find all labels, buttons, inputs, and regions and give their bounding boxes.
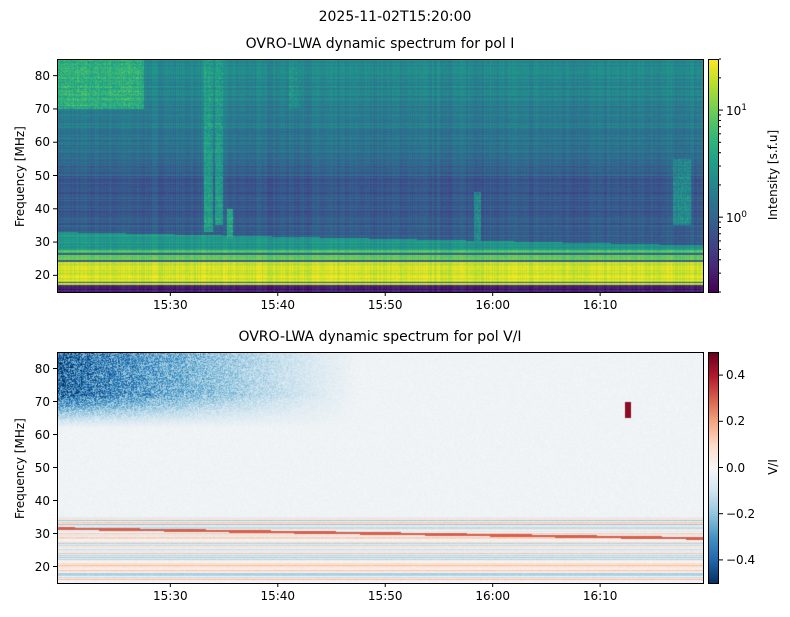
pol-vi-heatmap bbox=[57, 352, 703, 583]
figure-suptitle: 2025-11-02T15:20:00 bbox=[318, 9, 472, 25]
x-tick-label: 15:40 bbox=[260, 298, 296, 312]
x-tick-label: 15:30 bbox=[153, 298, 188, 312]
colorbar-tick-label: 100 bbox=[726, 210, 748, 226]
top-plot-title: OVRO-LWA dynamic spectrum for pol I bbox=[245, 36, 515, 52]
pol-i-colorbar bbox=[708, 59, 718, 292]
y-tick-label: 60 bbox=[34, 427, 50, 442]
pol-i-heatmap bbox=[57, 59, 703, 292]
colorbar-tick-label: 0.2 bbox=[726, 414, 746, 429]
y-tick-label: 30 bbox=[34, 526, 50, 541]
pol-vi-colorbar bbox=[708, 352, 718, 583]
x-tick-label: 15:40 bbox=[260, 589, 296, 603]
y-tick-label: 20 bbox=[34, 559, 50, 574]
y-tick-label: 40 bbox=[34, 201, 50, 216]
colorbar-tick-label: 0.4 bbox=[726, 368, 746, 383]
y-tick-label: 70 bbox=[34, 101, 50, 116]
x-tick-label: 15:30 bbox=[153, 589, 188, 603]
x-tick-label: 15:50 bbox=[367, 298, 403, 312]
y-tick-label: 40 bbox=[34, 493, 50, 508]
colorbar-tick-label: 0.0 bbox=[726, 460, 746, 475]
x-tick-label: 16:10 bbox=[582, 298, 618, 312]
colorbar-tick-label: −0.2 bbox=[726, 506, 756, 521]
x-tick-label: 16:00 bbox=[475, 298, 510, 312]
y-tick-label: 80 bbox=[34, 68, 50, 83]
y-tick-label: 50 bbox=[34, 168, 50, 183]
y-tick-label: 70 bbox=[34, 394, 50, 409]
y-tick-label: 30 bbox=[34, 235, 50, 250]
y-tick-label: 50 bbox=[34, 460, 50, 475]
x-tick-label: 16:10 bbox=[582, 589, 618, 603]
colorbar-tick-label: 101 bbox=[726, 103, 748, 119]
y-tick-label: 80 bbox=[34, 361, 50, 376]
y-tick-label: 20 bbox=[34, 268, 50, 283]
x-tick-label: 15:50 bbox=[367, 589, 403, 603]
bottom-plot-title: OVRO-LWA dynamic spectrum for pol V/I bbox=[238, 329, 522, 345]
x-tick-label: 16:00 bbox=[475, 589, 510, 603]
colorbar-tick-label: −0.4 bbox=[726, 552, 756, 567]
y-tick-label: 60 bbox=[34, 135, 50, 150]
